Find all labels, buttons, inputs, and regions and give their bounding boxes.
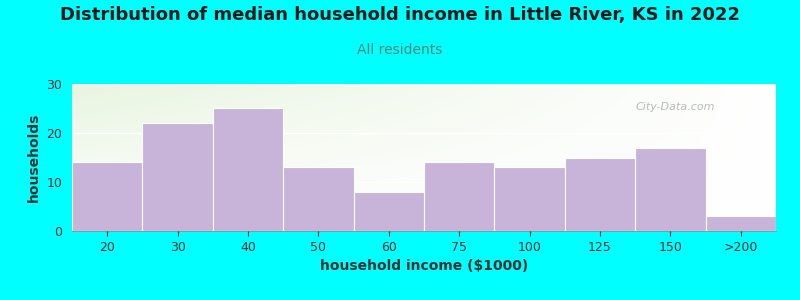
Bar [142, 123, 213, 231]
Bar [72, 162, 142, 231]
Y-axis label: households: households [27, 113, 41, 202]
Bar [494, 167, 565, 231]
Bar [283, 167, 354, 231]
Bar [565, 158, 635, 231]
Bar [354, 192, 424, 231]
Text: All residents: All residents [358, 44, 442, 58]
Bar [424, 162, 494, 231]
Bar [213, 109, 283, 231]
Text: City-Data.com: City-Data.com [635, 102, 714, 112]
Text: Distribution of median household income in Little River, KS in 2022: Distribution of median household income … [60, 6, 740, 24]
Bar [706, 216, 776, 231]
X-axis label: household income ($1000): household income ($1000) [320, 259, 528, 273]
Bar [635, 148, 706, 231]
